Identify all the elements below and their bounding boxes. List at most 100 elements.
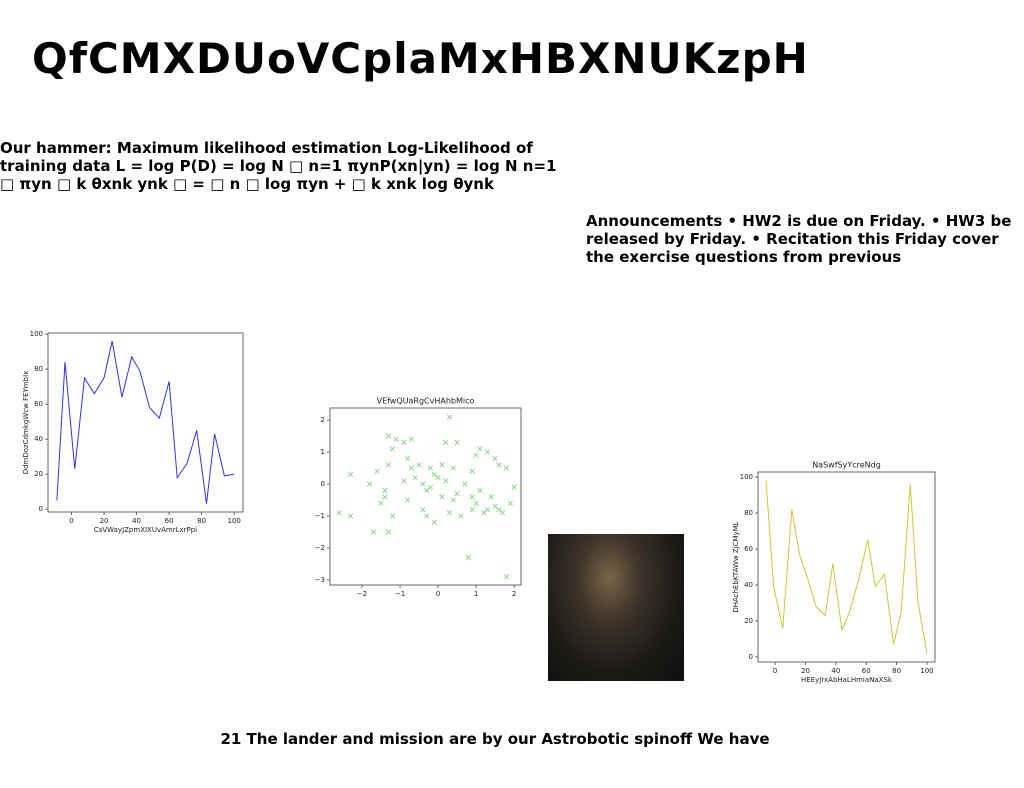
- caption: 21 The lander and mission are by our Ast…: [220, 730, 770, 748]
- data-point: [416, 462, 422, 468]
- data-point: [450, 497, 456, 503]
- data-point: [385, 529, 392, 535]
- marker-stroke: [416, 462, 422, 468]
- marker-stroke: [458, 513, 464, 519]
- x-tick-label: −1: [395, 590, 405, 598]
- y-tick-label: 0: [749, 653, 753, 661]
- marker-stroke: [473, 500, 479, 506]
- marker-stroke: [408, 436, 415, 442]
- chart-title: VEfwQUaRgCvHAhbMico: [377, 397, 475, 406]
- data-point: [446, 510, 453, 516]
- data-point: [370, 529, 376, 535]
- data-point: [385, 462, 392, 468]
- marker-stroke: [408, 465, 415, 471]
- data-point: [427, 465, 434, 471]
- marker-stroke: [477, 487, 483, 494]
- marker-stroke: [454, 491, 460, 497]
- data-point: [382, 487, 388, 494]
- data-point: [401, 478, 407, 484]
- chart-title: NaSwfSyYcreNdg: [812, 461, 881, 470]
- marker-stroke: [473, 452, 479, 458]
- marker-stroke: [477, 446, 483, 452]
- data-point: [465, 554, 472, 561]
- data-point: [412, 475, 418, 481]
- y-tick-label: 100: [740, 473, 753, 481]
- y-tick-label: 80: [34, 365, 43, 373]
- paragraph: Announcements • HW2 is due on Friday. • …: [586, 212, 1012, 266]
- data-point: [336, 510, 342, 516]
- marker-stroke: [404, 455, 411, 462]
- data-point: [401, 439, 407, 446]
- data-point: [404, 497, 411, 503]
- data-point: [511, 484, 517, 490]
- x-tick-label: 20: [100, 517, 109, 525]
- x-axis-label: HEEyJrxAbHaLHmiaNaXSk: [801, 676, 893, 684]
- marker-stroke: [450, 465, 456, 471]
- data-point: [454, 491, 460, 497]
- marker-stroke: [347, 471, 354, 478]
- marker-stroke: [446, 510, 453, 516]
- marker-stroke: [450, 497, 456, 503]
- data-point: [477, 487, 483, 494]
- y-tick-label: 20: [34, 470, 43, 478]
- marker-stroke: [503, 465, 510, 471]
- marker-stroke: [385, 529, 392, 535]
- marker-stroke: [385, 433, 392, 439]
- y-tick-label: 100: [30, 330, 43, 338]
- data-point: [431, 519, 437, 525]
- marker-stroke: [469, 468, 475, 474]
- data-point: [408, 465, 415, 471]
- marker-stroke: [374, 468, 380, 474]
- marker-stroke: [385, 462, 392, 468]
- marker-stroke: [393, 436, 399, 442]
- marker-stroke: [484, 506, 491, 513]
- data-point: [404, 455, 411, 462]
- data-point: [420, 506, 426, 513]
- data-point: [439, 462, 445, 468]
- marker-stroke: [496, 506, 502, 513]
- marker-stroke: [389, 446, 396, 452]
- data-point: [366, 481, 373, 487]
- marker-stroke: [507, 500, 513, 506]
- marker-stroke: [443, 478, 449, 484]
- data-point: [393, 436, 399, 442]
- marker-stroke: [488, 494, 494, 500]
- marker-stroke: [469, 494, 475, 500]
- y-tick-label: 1: [321, 448, 325, 456]
- data-point: [488, 494, 494, 500]
- x-tick-label: 40: [132, 517, 141, 525]
- y-tick-label: 0: [39, 505, 43, 513]
- marker-stroke: [382, 487, 388, 494]
- y-tick-label: 40: [744, 581, 753, 589]
- data-point: [469, 494, 475, 500]
- marker-stroke: [424, 513, 430, 519]
- marker-stroke: [511, 484, 517, 490]
- y-tick-label: 60: [34, 400, 43, 408]
- x-tick-label: 20: [801, 667, 810, 675]
- marker-stroke: [492, 503, 498, 510]
- x-tick-label: 0: [773, 667, 777, 675]
- data-point: [469, 506, 475, 513]
- x-tick-label: 60: [165, 517, 174, 525]
- data-point: [484, 449, 491, 455]
- marker-stroke: [496, 462, 502, 468]
- x-tick-label: 1: [474, 590, 478, 598]
- marker-stroke: [382, 494, 388, 500]
- x-axis-label: CsVWayJZpmXIXUvAmrLxrPpi: [94, 526, 197, 534]
- x-tick-label: 80: [892, 667, 901, 675]
- photo: [548, 534, 684, 681]
- data-point: [492, 455, 498, 462]
- y-tick-label: −2: [315, 544, 325, 552]
- data-point: [473, 452, 479, 458]
- data-point: [389, 513, 396, 519]
- marker-stroke: [420, 506, 426, 513]
- data-point: [443, 478, 449, 484]
- marker-stroke: [412, 475, 418, 481]
- marker-stroke: [465, 554, 472, 561]
- y-tick-label: 2: [321, 416, 325, 424]
- x-tick-label: 40: [831, 667, 840, 675]
- marker-stroke: [401, 439, 407, 446]
- marker-stroke: [443, 439, 449, 446]
